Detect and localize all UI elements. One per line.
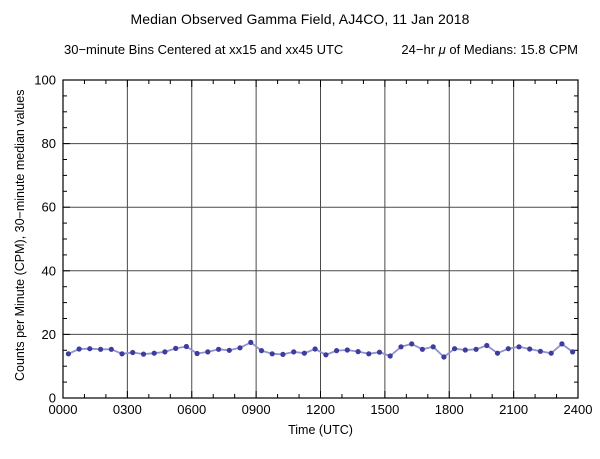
data-point xyxy=(484,342,490,349)
x-tick-label: 2100 xyxy=(499,402,528,417)
data-point xyxy=(280,351,286,357)
data-point xyxy=(87,346,93,352)
data-point xyxy=(76,346,82,352)
y-tick-label: 80 xyxy=(42,136,56,151)
data-point xyxy=(570,349,576,355)
chart-subtitle-row: 30−minute Bins Centered at xx15 and xx45… xyxy=(64,42,578,57)
data-point xyxy=(387,353,393,359)
y-tick-label: 100 xyxy=(34,73,56,88)
data-point xyxy=(516,344,522,350)
data-point xyxy=(173,345,179,351)
data-point xyxy=(441,354,447,360)
data-point xyxy=(216,346,222,352)
data-point xyxy=(119,351,125,357)
data-point xyxy=(452,346,458,352)
mu-symbol: μ xyxy=(438,42,446,57)
data-point xyxy=(130,349,136,356)
data-point xyxy=(162,349,168,355)
axis-ticks xyxy=(62,79,579,399)
y-tick-label: 20 xyxy=(42,327,56,342)
plot-frame xyxy=(62,79,579,399)
data-point xyxy=(366,351,372,357)
chart-subtitle-right: 24−hr μ of Medians: 15.8 CPM xyxy=(401,42,578,57)
x-tick-label: 0000 xyxy=(49,402,78,417)
data-point xyxy=(334,348,340,354)
y-tick-label: 40 xyxy=(42,263,56,278)
data-point xyxy=(140,351,147,357)
data-point xyxy=(151,350,157,356)
y-tick-label: 60 xyxy=(42,200,56,215)
chart-title: Median Observed Gamma Field, AJ4CO, 11 J… xyxy=(130,11,470,27)
data-point xyxy=(194,350,200,357)
data-point xyxy=(527,346,533,352)
data-point xyxy=(237,345,243,351)
data-point xyxy=(419,346,425,352)
data-point xyxy=(537,348,544,354)
data-point xyxy=(108,346,114,352)
data-point xyxy=(291,349,297,355)
data-point xyxy=(548,350,554,356)
data-point xyxy=(183,343,189,350)
data-point xyxy=(505,346,511,352)
subtitle-right-prefix: 24−hr xyxy=(401,42,439,57)
x-tick-label: 1800 xyxy=(435,402,464,417)
data-point xyxy=(269,351,275,357)
data-point xyxy=(226,347,232,353)
data-point xyxy=(462,347,468,353)
x-tick-label: 1500 xyxy=(370,402,399,417)
y-tick-label: 0 xyxy=(49,391,56,406)
data-point xyxy=(323,352,329,358)
chart-subtitle-left: 30−minute Bins Centered at xx15 and xx45… xyxy=(64,42,344,57)
subtitle-right-suffix: of Medians: 15.8 CPM xyxy=(445,42,578,57)
x-tick-label: 0300 xyxy=(113,402,142,417)
data-point xyxy=(355,349,361,355)
data-point xyxy=(205,349,211,355)
data-point xyxy=(312,346,318,352)
data-point xyxy=(376,349,383,355)
data-point xyxy=(258,348,265,354)
data-point xyxy=(398,344,404,350)
gridlines xyxy=(63,80,578,398)
data-point xyxy=(473,346,479,352)
data-point xyxy=(559,341,565,347)
data-point xyxy=(430,344,436,350)
data-point xyxy=(65,351,71,357)
data-point xyxy=(494,350,501,356)
x-tick-label: 2400 xyxy=(564,402,593,417)
x-axis-title: Time (UTC) xyxy=(288,423,353,437)
x-tick-label: 0600 xyxy=(177,402,206,417)
x-tick-label: 1200 xyxy=(306,402,335,417)
data-point xyxy=(344,347,350,353)
data-point xyxy=(98,346,104,352)
data-point xyxy=(248,339,254,345)
data-point xyxy=(409,341,415,347)
data-point xyxy=(301,350,307,356)
x-axis-tick-labels: 0000 0300 0600 0900 1200 1500 1800 2100 2400 xyxy=(49,402,593,417)
y-axis-tick-labels: 0 20 40 60 80 100 xyxy=(34,73,56,406)
data-series xyxy=(65,339,576,360)
x-tick-label: 0900 xyxy=(242,402,271,417)
